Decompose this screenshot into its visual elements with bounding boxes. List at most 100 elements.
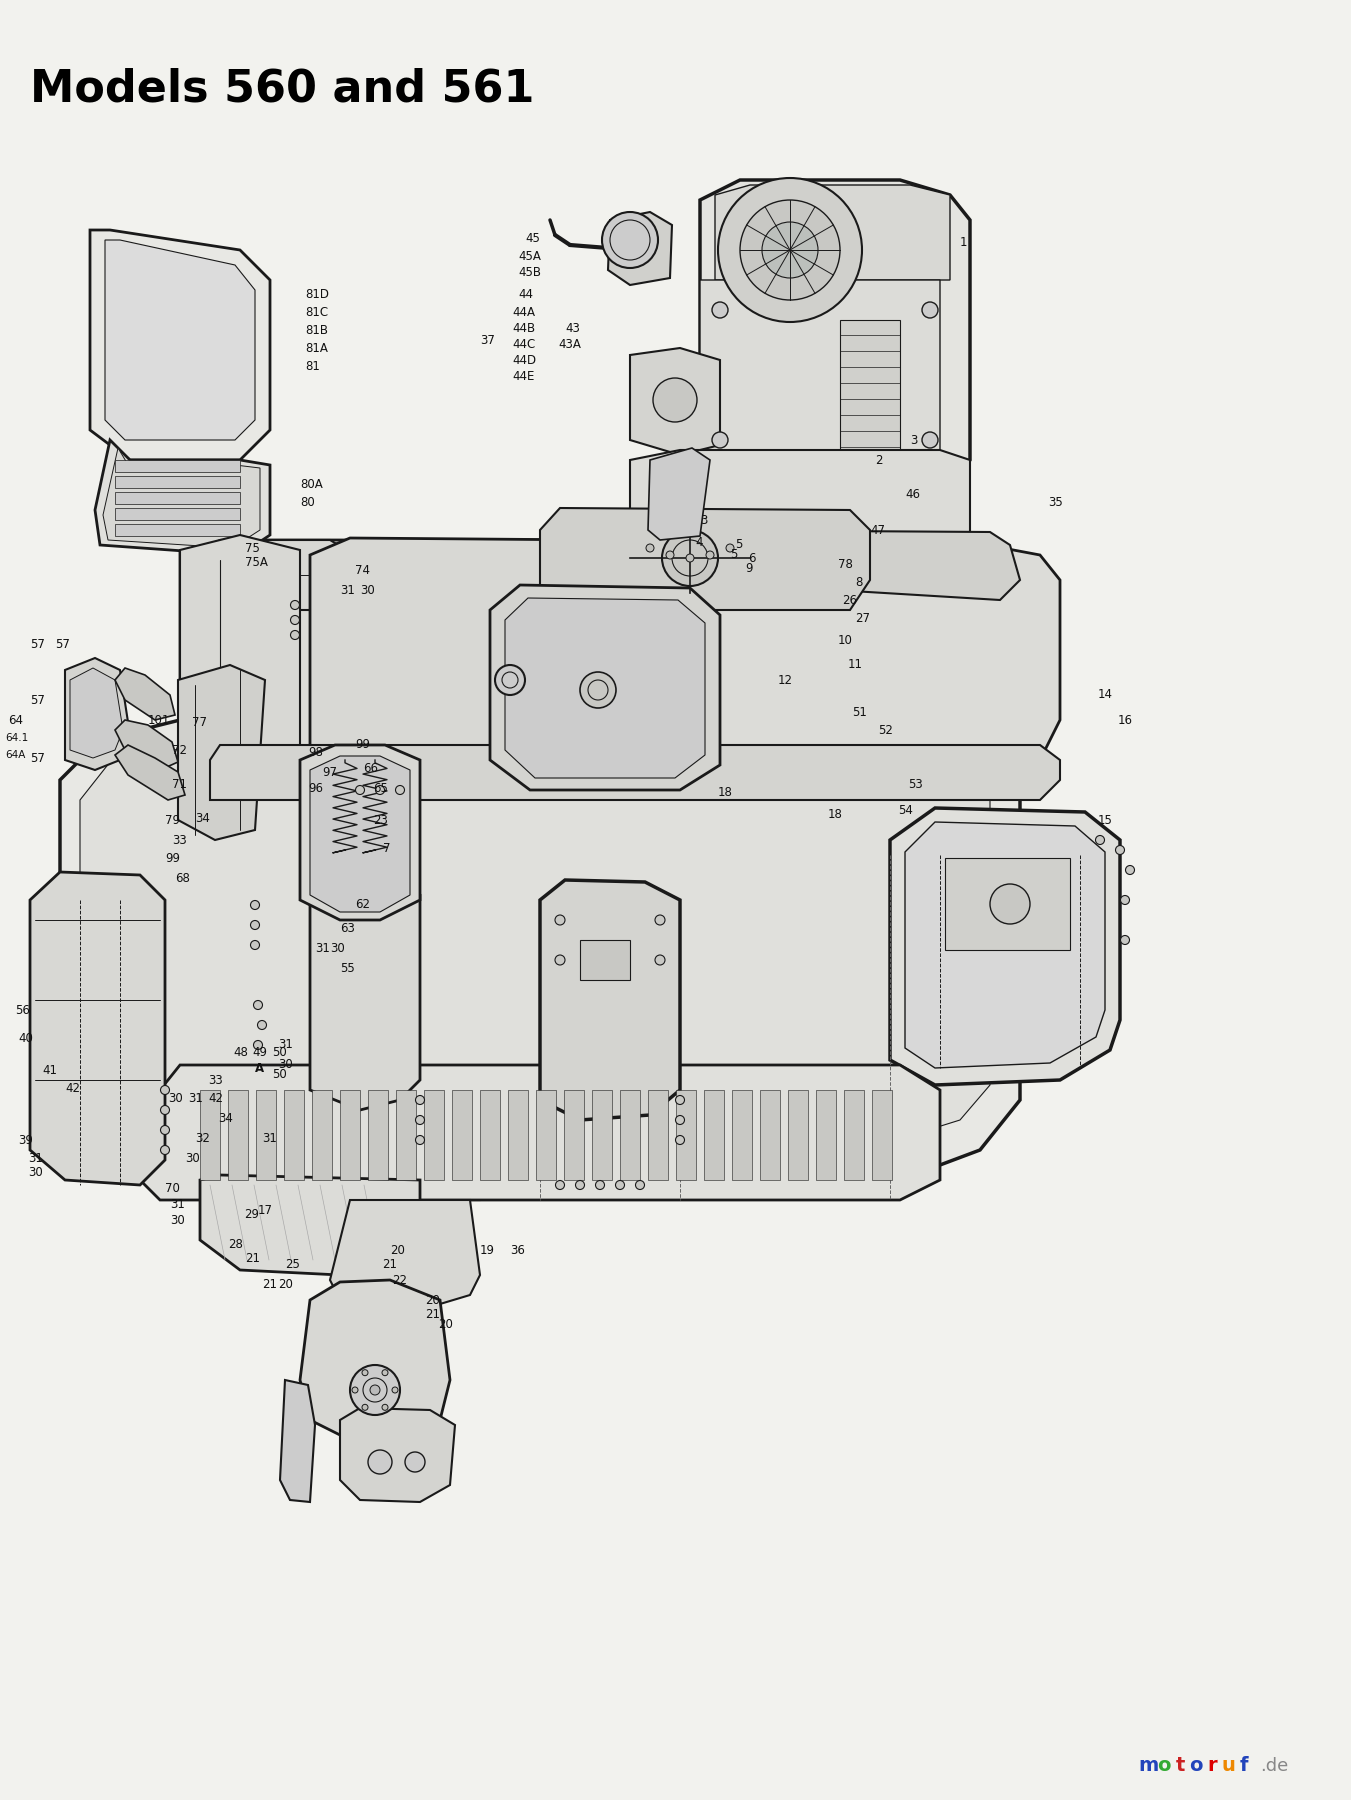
- Circle shape: [646, 544, 654, 553]
- Circle shape: [161, 1125, 169, 1134]
- Polygon shape: [91, 230, 270, 461]
- Circle shape: [161, 1145, 169, 1154]
- Text: 30: 30: [278, 1058, 293, 1071]
- Text: 9: 9: [744, 562, 753, 574]
- Polygon shape: [905, 823, 1105, 1067]
- Polygon shape: [540, 508, 870, 610]
- Text: 80: 80: [300, 497, 315, 509]
- Text: 30: 30: [28, 1166, 43, 1179]
- Text: 81: 81: [305, 360, 320, 374]
- Text: 39: 39: [18, 1134, 32, 1147]
- Polygon shape: [396, 1091, 416, 1181]
- Circle shape: [494, 664, 526, 695]
- Text: 57: 57: [30, 752, 45, 765]
- Circle shape: [555, 956, 565, 965]
- Text: 11: 11: [848, 659, 863, 671]
- Polygon shape: [115, 491, 240, 504]
- Text: 34: 34: [218, 1111, 232, 1125]
- Text: o: o: [1158, 1757, 1171, 1775]
- Text: 1: 1: [961, 236, 967, 248]
- Text: 33: 33: [208, 1073, 223, 1087]
- Text: 10: 10: [838, 634, 852, 646]
- Text: 47: 47: [870, 524, 885, 536]
- Text: 21: 21: [262, 1278, 277, 1292]
- Polygon shape: [944, 859, 1070, 950]
- Circle shape: [580, 671, 616, 707]
- Circle shape: [290, 630, 300, 639]
- Polygon shape: [704, 1091, 724, 1181]
- Polygon shape: [620, 1091, 640, 1181]
- Text: 20: 20: [278, 1278, 293, 1292]
- Circle shape: [1116, 846, 1124, 855]
- Polygon shape: [871, 1091, 892, 1181]
- Text: 96: 96: [308, 781, 323, 794]
- Polygon shape: [648, 1091, 667, 1181]
- Circle shape: [555, 1181, 565, 1190]
- Text: 31: 31: [28, 1152, 43, 1165]
- Polygon shape: [761, 1091, 780, 1181]
- Text: 21: 21: [382, 1258, 397, 1271]
- Polygon shape: [890, 808, 1120, 1085]
- Circle shape: [258, 1021, 266, 1030]
- Polygon shape: [330, 1201, 480, 1310]
- Text: 54: 54: [898, 803, 913, 817]
- Circle shape: [1125, 866, 1135, 875]
- Text: 32: 32: [195, 1132, 209, 1145]
- Text: 30: 30: [170, 1213, 185, 1226]
- Circle shape: [416, 1116, 424, 1125]
- Text: 34: 34: [195, 812, 209, 824]
- Polygon shape: [700, 281, 940, 490]
- Text: 57: 57: [30, 693, 45, 706]
- Polygon shape: [840, 320, 900, 461]
- Circle shape: [712, 432, 728, 448]
- Polygon shape: [563, 1091, 584, 1181]
- Polygon shape: [115, 668, 176, 720]
- Circle shape: [707, 551, 713, 560]
- Circle shape: [740, 200, 840, 301]
- Text: 2: 2: [875, 454, 882, 466]
- Circle shape: [254, 1001, 262, 1010]
- Polygon shape: [70, 668, 123, 758]
- Polygon shape: [340, 1408, 455, 1501]
- Polygon shape: [312, 1091, 332, 1181]
- Polygon shape: [508, 1091, 528, 1181]
- Polygon shape: [65, 659, 130, 770]
- Circle shape: [676, 1096, 685, 1105]
- Text: 51: 51: [852, 706, 867, 718]
- Text: 21: 21: [426, 1309, 440, 1321]
- Polygon shape: [284, 1091, 304, 1181]
- Text: 44A: 44A: [512, 306, 535, 319]
- Text: 22: 22: [392, 1274, 407, 1287]
- Polygon shape: [115, 475, 240, 488]
- Text: 31: 31: [170, 1199, 185, 1211]
- Polygon shape: [676, 1091, 696, 1181]
- Polygon shape: [788, 1091, 808, 1181]
- Circle shape: [921, 302, 938, 319]
- Polygon shape: [367, 1091, 388, 1181]
- Circle shape: [362, 1404, 367, 1411]
- Text: u: u: [1221, 1757, 1235, 1775]
- Polygon shape: [592, 1091, 612, 1181]
- Text: .de: .de: [1260, 1757, 1289, 1775]
- Text: 63: 63: [340, 922, 355, 934]
- Circle shape: [362, 1370, 367, 1375]
- Text: 70: 70: [165, 1181, 180, 1195]
- Circle shape: [762, 221, 817, 277]
- Polygon shape: [209, 745, 1061, 799]
- Text: 101: 101: [149, 713, 170, 727]
- Text: 17: 17: [258, 1204, 273, 1217]
- Polygon shape: [141, 1066, 940, 1201]
- Polygon shape: [115, 524, 240, 536]
- Polygon shape: [700, 180, 970, 509]
- Text: 20: 20: [390, 1244, 405, 1256]
- Text: 55: 55: [340, 961, 355, 974]
- Text: 53: 53: [908, 778, 923, 792]
- Polygon shape: [115, 720, 178, 770]
- Text: 36: 36: [509, 1244, 526, 1256]
- Circle shape: [396, 785, 404, 794]
- Circle shape: [576, 1181, 585, 1190]
- Text: 81A: 81A: [305, 342, 328, 356]
- Polygon shape: [200, 1091, 220, 1181]
- Circle shape: [712, 302, 728, 319]
- Text: 75: 75: [245, 542, 259, 554]
